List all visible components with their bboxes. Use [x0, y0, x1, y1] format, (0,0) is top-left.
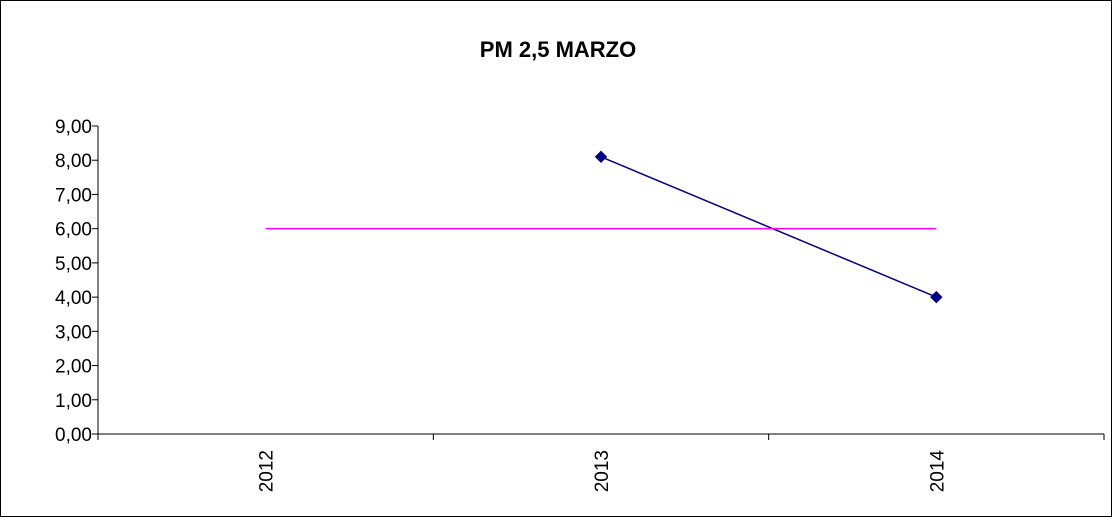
y-tick-label: 4,00	[55, 288, 92, 309]
x-tick-label: 2012	[257, 450, 278, 492]
x-tick-label: 2013	[592, 450, 613, 492]
y-tick-label: 8,00	[55, 151, 92, 172]
x-ticks: 2012 2013 2014	[97, 434, 1105, 493]
y-tick-label: 3,00	[55, 322, 92, 343]
series-line-1	[600, 156, 937, 298]
y-tick-label: 2,00	[55, 357, 92, 378]
x-tick-label: 2014	[927, 450, 948, 493]
y-tick-label: 5,00	[55, 254, 92, 275]
y-ticks: 0,00 1,00 2,00 3,00 4,00 5,00 6,00 7,00 8,00 9,00	[55, 117, 98, 446]
y-tick-label: 7,00	[55, 185, 92, 206]
y-tick-label: 0,00	[55, 425, 92, 446]
data-point-marker	[930, 290, 943, 304]
plot-series	[265, 150, 943, 304]
data-point-marker	[594, 150, 608, 164]
y-tick-label: 1,00	[55, 391, 92, 412]
y-tick-label: 9,00	[55, 117, 92, 138]
y-tick-label: 6,00	[55, 220, 92, 241]
chart-title: PM 2,5 MARZO	[480, 37, 636, 62]
